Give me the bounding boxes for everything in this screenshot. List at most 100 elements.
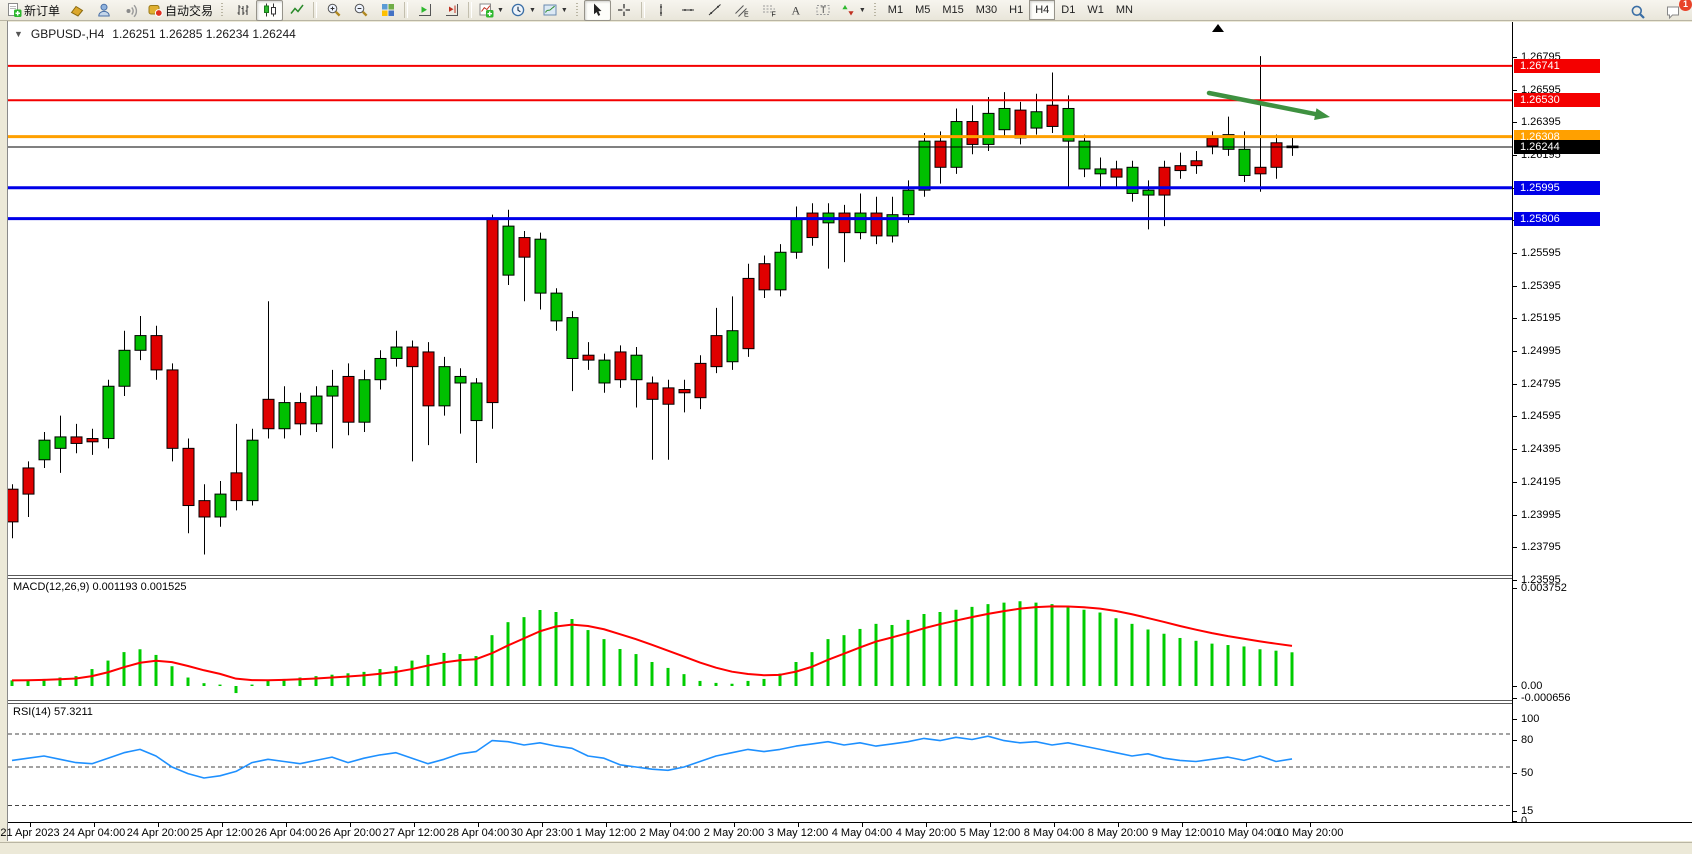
axis-tick bbox=[1513, 719, 1517, 720]
time-axis-tick bbox=[414, 823, 415, 827]
timeframe-m30-button[interactable]: M30 bbox=[975, 4, 998, 16]
time-axis-tick bbox=[158, 823, 159, 827]
indicators-list-button[interactable]: ▼ bbox=[475, 0, 507, 21]
axis-tick bbox=[1513, 686, 1517, 687]
toolbar-grip[interactable] bbox=[574, 2, 580, 18]
templates-list-button[interactable]: ▼ bbox=[539, 0, 571, 21]
new-order-button[interactable]: 新订单 bbox=[3, 0, 63, 21]
timeframe-m15-button[interactable]: M15 bbox=[942, 4, 964, 16]
bars-chart-icon bbox=[235, 2, 251, 18]
profiles-button[interactable] bbox=[90, 0, 117, 21]
time-axis-tick bbox=[1246, 823, 1247, 827]
price-level-badge[interactable]: 1.25995 bbox=[1514, 181, 1600, 195]
time-axis-tick bbox=[862, 823, 863, 827]
search-icon bbox=[1630, 4, 1646, 20]
trendline-tool-button[interactable] bbox=[702, 0, 729, 21]
cursor-tool-button[interactable] bbox=[583, 0, 611, 21]
time-tick-label: 30 Apr 23:00 bbox=[510, 827, 574, 839]
shift-end-icon bbox=[444, 2, 460, 18]
symbol-period-label: GBPUSD-,H4 bbox=[30, 27, 105, 41]
price-level-badge[interactable]: 1.26741 bbox=[1514, 59, 1600, 73]
timeframe-mn-button[interactable]: MN bbox=[1115, 4, 1133, 16]
dropdown-caret-icon[interactable]: ▼ bbox=[528, 6, 536, 14]
rsi-panel[interactable] bbox=[8, 704, 1512, 822]
time-axis-tick bbox=[478, 823, 479, 827]
panel-separator[interactable] bbox=[8, 700, 1692, 704]
equidistant-channel-tool-button[interactable]: E bbox=[729, 0, 756, 21]
timeframe-h1-button[interactable]: H1 bbox=[1009, 4, 1024, 16]
axis-tick bbox=[1513, 821, 1517, 822]
time-tick-label: 25 Apr 12:00 bbox=[190, 827, 254, 839]
arrows-tool-button[interactable]: ▼ bbox=[837, 0, 869, 21]
price-tick-label: 1.24595 bbox=[1521, 410, 1561, 422]
cursor-icon bbox=[589, 2, 605, 18]
auto-scroll-button[interactable] bbox=[411, 0, 438, 21]
tile-windows-button[interactable] bbox=[374, 0, 401, 21]
autotrade-icon bbox=[147, 2, 163, 18]
axis-tick bbox=[1513, 811, 1517, 812]
crosshair-tool-button[interactable] bbox=[611, 0, 638, 21]
chevron-down-icon[interactable]: ▼ bbox=[14, 29, 23, 39]
periods-list-button[interactable]: ▼ bbox=[507, 0, 539, 21]
chart-shift-button[interactable] bbox=[438, 0, 465, 21]
trendline-icon bbox=[707, 2, 723, 18]
time-tick-label: 9 May 12:00 bbox=[1151, 827, 1213, 839]
vline-icon bbox=[653, 2, 669, 18]
macd-panel[interactable] bbox=[8, 579, 1512, 699]
timeframe-w1-button[interactable]: W1 bbox=[1087, 4, 1104, 16]
timeframe-d1-button[interactable]: D1 bbox=[1061, 4, 1076, 16]
chart-window-border bbox=[7, 21, 8, 841]
price-tick-label: 1.25595 bbox=[1521, 247, 1561, 259]
price-level-badge[interactable]: 1.25806 bbox=[1514, 212, 1600, 226]
price-tick-label: 1.25195 bbox=[1521, 312, 1561, 324]
crosshair-icon bbox=[616, 2, 632, 18]
toolbar-grip[interactable] bbox=[220, 2, 226, 18]
timeframe-m1-button[interactable]: M1 bbox=[887, 4, 904, 16]
zoom-out-button[interactable] bbox=[347, 0, 374, 21]
price-axis[interactable]: 1.267951.265951.263951.261951.259951.257… bbox=[1512, 22, 1692, 827]
chat-button[interactable]: 1 bbox=[1659, 0, 1692, 22]
text-tool-button[interactable]: A bbox=[783, 0, 810, 21]
zoom-in-button[interactable] bbox=[320, 0, 347, 21]
dropdown-caret-icon[interactable]: ▼ bbox=[497, 6, 504, 14]
time-axis-tick bbox=[798, 823, 799, 827]
price-tick-label: 1.26395 bbox=[1521, 116, 1561, 128]
signals-button[interactable] bbox=[117, 0, 144, 21]
chart-window bbox=[8, 22, 1692, 841]
time-tick-label: 27 Apr 12:00 bbox=[382, 827, 446, 839]
time-axis-tick bbox=[926, 823, 927, 827]
dropdown-caret-icon[interactable]: ▼ bbox=[560, 6, 568, 14]
time-axis[interactable]: 21 Apr 2023 24 Apr 04:00 24 Apr 20:00 25 Ap… bbox=[0, 822, 1692, 841]
charts-button[interactable] bbox=[63, 0, 90, 21]
time-axis-tick bbox=[670, 823, 671, 827]
time-axis-tick bbox=[606, 823, 607, 827]
svg-text:A: A bbox=[792, 4, 801, 18]
price-tick-label: 1.24395 bbox=[1521, 443, 1561, 455]
vertical-line-tool-button[interactable] bbox=[648, 0, 675, 21]
text-label-tool-button[interactable]: T bbox=[810, 0, 837, 21]
panel-separator[interactable] bbox=[8, 575, 1692, 579]
toolbar: 1 新订单 自动交易 ▼ ▼ ▼ E F A T ▼ M1 M5 M15 M30 H1 H4 D1 W1 MN bbox=[0, 0, 1692, 21]
time-tick-label: 2 May 04:00 bbox=[639, 827, 701, 839]
indicators-icon bbox=[478, 2, 494, 18]
time-tick-label: 2 May 20:00 bbox=[703, 827, 765, 839]
search-button[interactable] bbox=[1624, 1, 1651, 22]
axis-tick bbox=[1513, 57, 1517, 58]
price-chart-panel[interactable] bbox=[8, 22, 1512, 576]
chat-icon bbox=[1665, 4, 1681, 20]
dropdown-caret-icon[interactable]: ▼ bbox=[858, 6, 866, 14]
line-chart-mode-button[interactable] bbox=[283, 0, 310, 21]
toolbar-grip[interactable] bbox=[872, 2, 878, 18]
line-chart-icon bbox=[289, 2, 305, 18]
time-tick-label: 5 May 12:00 bbox=[959, 827, 1021, 839]
time-axis-tick bbox=[286, 823, 287, 827]
horizontal-line-tool-button[interactable] bbox=[675, 0, 702, 21]
zoom-in-icon bbox=[326, 2, 342, 18]
auto-trading-button[interactable]: 自动交易 bbox=[144, 0, 216, 21]
candlestick-mode-button[interactable] bbox=[256, 0, 284, 21]
price-level-badge[interactable]: 1.26530 bbox=[1514, 93, 1600, 107]
timeframe-h4-button[interactable]: H4 bbox=[1029, 0, 1056, 20]
fibonacci-tool-button[interactable]: F bbox=[756, 0, 783, 21]
bar-chart-mode-button[interactable] bbox=[229, 0, 256, 21]
timeframe-m5-button[interactable]: M5 bbox=[915, 4, 931, 16]
